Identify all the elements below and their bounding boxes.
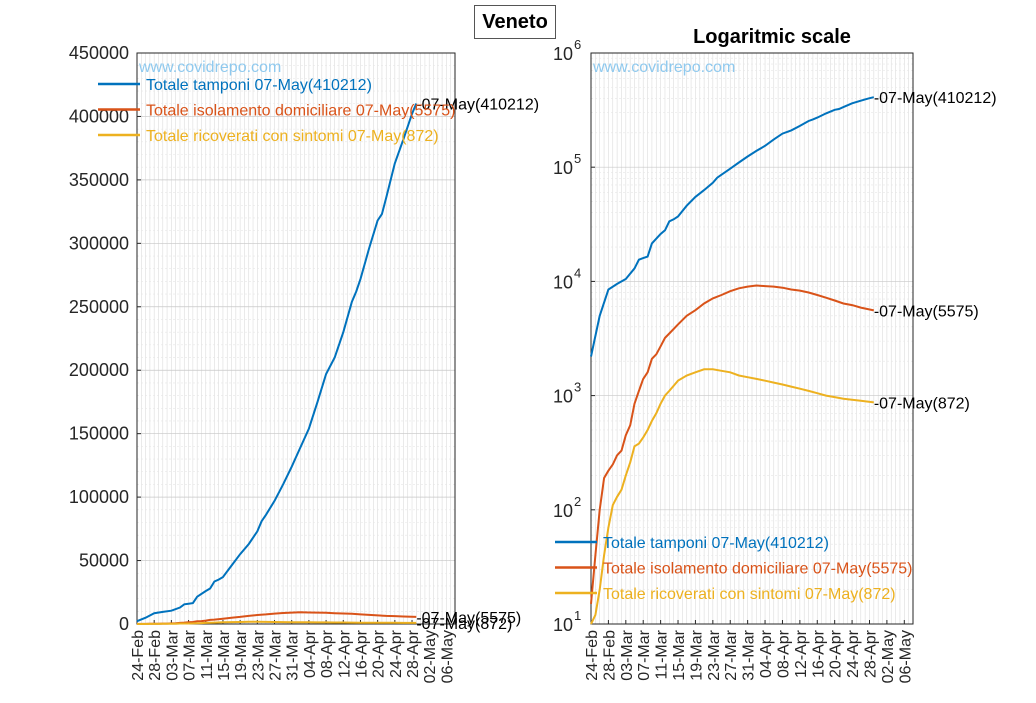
y-tick-label: 100000 (69, 487, 129, 507)
y-tick-label: 300000 (69, 233, 129, 253)
y-tick-exponent: 4 (574, 265, 581, 280)
watermark: www.covidrepo.com (138, 59, 281, 76)
x-tick-label: 12-Apr (336, 629, 353, 678)
y-tick-label: 400000 (69, 106, 129, 126)
y-tick-label: 0 (119, 614, 129, 634)
series-end-label: -07-May(5575) (416, 610, 521, 627)
axes-box (590, 52, 914, 625)
x-tick-label: 28-Feb (601, 630, 618, 681)
x-tick-label: 08-Apr (319, 629, 336, 678)
y-tick-label: 10 (553, 44, 573, 64)
x-tick-label: 23-Mar (706, 629, 723, 680)
y-tick-label: 10 (553, 387, 573, 407)
series-line (590, 368, 874, 625)
y-tick-label: 350000 (69, 170, 129, 190)
series-line (137, 620, 417, 625)
x-tick-label: 15-Mar (216, 629, 233, 680)
y-tick-label: 10 (553, 615, 573, 635)
axes-box (136, 52, 456, 625)
x-tick-label: 28-Feb (147, 630, 164, 681)
y-tick-label: 200000 (69, 360, 129, 380)
x-tick-label: 27-Mar (268, 629, 285, 680)
x-tick-label: 07-Mar (182, 629, 199, 680)
legend-label: Totale ricoverati con sintomi 07-May(872… (146, 128, 439, 145)
x-tick-label: 16-Apr (353, 629, 370, 678)
chart-title: Logaritmic scale (693, 26, 851, 48)
legend-label: Totale isolamento domiciliare 07-May(557… (146, 103, 455, 120)
x-tick-label: 24-Feb (584, 630, 601, 681)
x-tick-label: 11-Mar (654, 629, 671, 679)
y-tick-label: 10 (553, 272, 573, 292)
series-end-label: -07-May(5575) (874, 303, 979, 320)
series-end-label: -07-May(872) (874, 395, 970, 412)
x-tick-label: 11-Mar (199, 629, 216, 679)
legend-label: Totale tamponi 07-May(410212) (603, 535, 829, 552)
x-tick-label: 16-Apr (810, 629, 827, 678)
chart-1: 0 50000 100000 150000 200000 250000 300000 3500… (69, 43, 539, 683)
x-tick-label: 08-Apr (775, 629, 792, 678)
x-tick-label: 31-Mar (285, 629, 302, 680)
x-tick-label: 28-Apr (405, 629, 422, 678)
x-tick-label: 19-Mar (688, 629, 705, 680)
legend-label: Totale isolamento domiciliare 07-May(557… (603, 561, 912, 578)
x-tick-label: 04-Apr (302, 629, 319, 678)
legend-label: Totale tamponi 07-May(410212) (146, 77, 372, 94)
x-tick-label: 03-Mar (164, 629, 181, 680)
y-tick-exponent: 1 (574, 608, 581, 623)
x-tick-label: 04-Apr (758, 629, 775, 678)
x-tick-label: 19-Mar (233, 629, 250, 680)
x-tick-label: 28-Apr (862, 629, 879, 678)
legend-label: Totale ricoverati con sintomi 07-May(872… (603, 586, 896, 603)
figure-suptitle: Veneto (474, 5, 556, 39)
y-tick-exponent: 2 (574, 494, 581, 509)
x-tick-label: 31-Mar (741, 629, 758, 680)
x-tick-label: 24-Apr (388, 629, 405, 678)
x-tick-label: 07-Mar (636, 629, 653, 680)
series-line (136, 103, 418, 623)
y-tick-label: 250000 (69, 297, 129, 317)
series-end-label: -07-May(410212) (874, 90, 997, 107)
x-tick-label: 20-Apr (828, 629, 845, 678)
x-tick-label: 02-May (880, 630, 897, 683)
watermark: www.covidrepo.com (592, 59, 735, 76)
x-tick-label: 02-May (422, 630, 439, 683)
series-end-label: -07-May(410212) (416, 96, 539, 113)
x-tick-label: 06-May (439, 630, 456, 683)
x-tick-label: 23-Mar (250, 629, 267, 680)
x-tick-label: 24-Apr (845, 629, 862, 678)
x-tick-label: 03-Mar (619, 629, 636, 680)
series-line (590, 284, 875, 604)
y-tick-label: 10 (553, 158, 573, 178)
x-tick-label: 27-Mar (723, 629, 740, 680)
series-end-label: -07-May(872) (416, 616, 512, 633)
y-tick-label: 450000 (69, 43, 129, 63)
y-tick-label: 50000 (79, 551, 129, 571)
y-tick-label: 150000 (69, 424, 129, 444)
x-tick-label: 15-Mar (671, 629, 688, 680)
y-tick-exponent: 3 (574, 380, 581, 395)
series-line (590, 96, 875, 357)
x-tick-label: 06-May (897, 630, 914, 683)
x-tick-label: 24-Feb (130, 630, 147, 681)
x-tick-label: 12-Apr (793, 629, 810, 678)
y-tick-exponent: 6 (574, 37, 581, 52)
y-tick-label: 10 (553, 501, 573, 521)
y-tick-exponent: 5 (574, 151, 581, 166)
x-tick-label: 20-Apr (371, 629, 388, 678)
